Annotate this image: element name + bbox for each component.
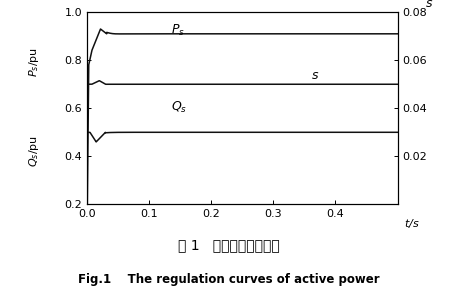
Text: $s$: $s$ [425, 0, 433, 10]
Text: $Q_s$/pu: $Q_s$/pu [27, 135, 41, 167]
Text: $Q_s$: $Q_s$ [171, 100, 187, 115]
Text: $P_s$/pu: $P_s$/pu [27, 47, 41, 77]
Text: 图 1   有功调节仿真曲线: 图 1 有功调节仿真曲线 [178, 239, 279, 253]
Text: $s$: $s$ [311, 69, 319, 82]
Text: Fig.1    The regulation curves of active power: Fig.1 The regulation curves of active po… [78, 273, 379, 285]
Text: $P_s$: $P_s$ [171, 23, 185, 38]
Text: $t$/s: $t$/s [404, 217, 420, 230]
